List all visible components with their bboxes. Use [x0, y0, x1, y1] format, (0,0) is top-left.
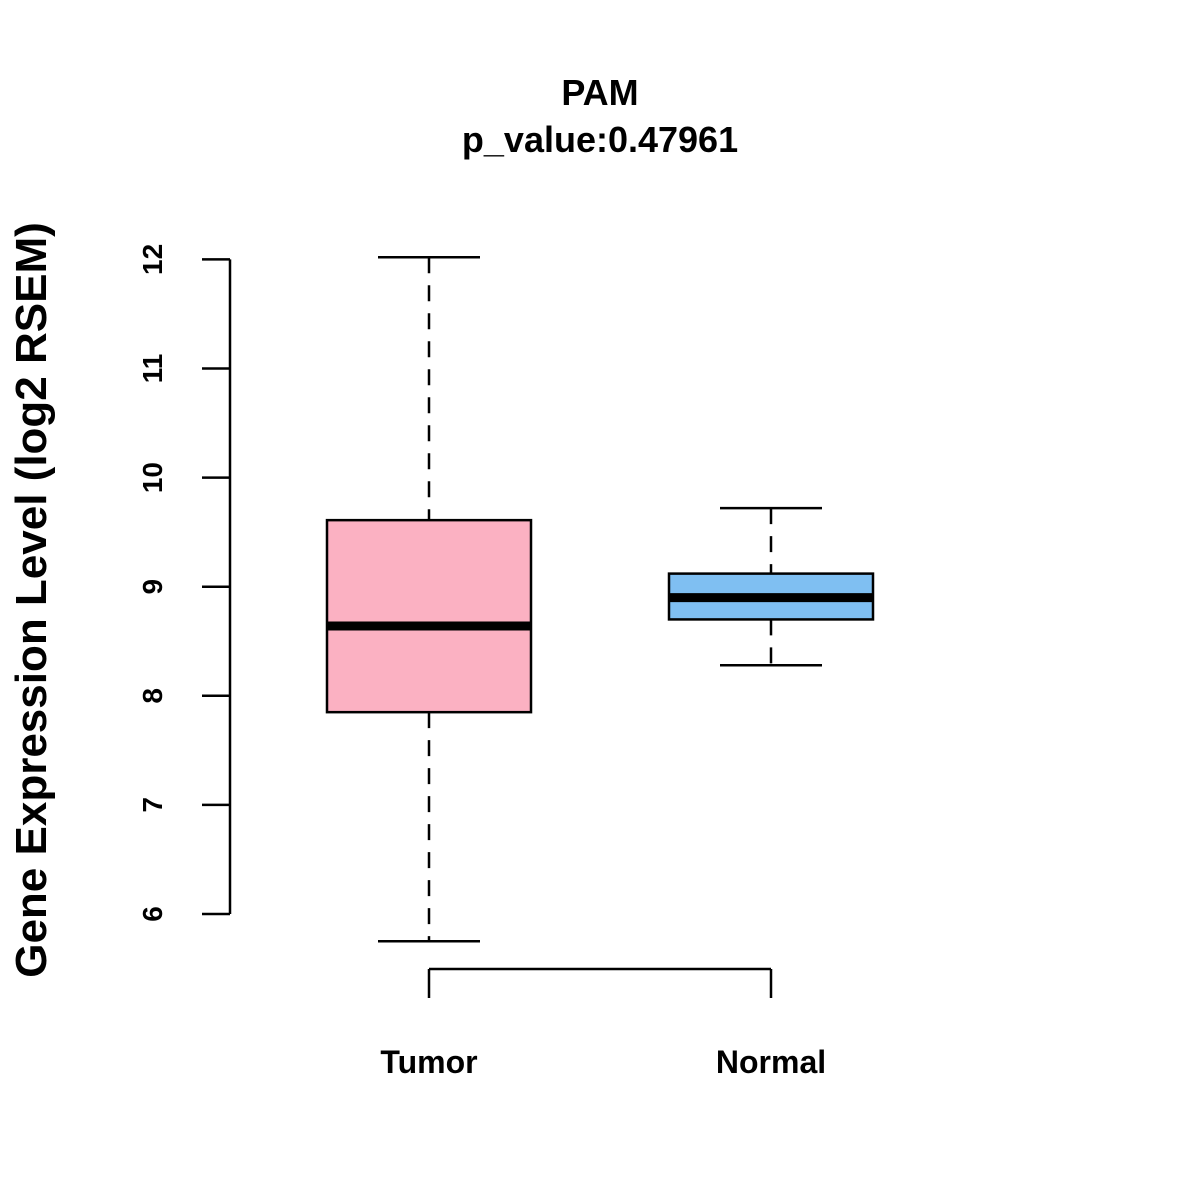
y-tick-label: 10: [137, 462, 168, 493]
y-tick-label: 6: [137, 906, 168, 922]
y-tick-label: 8: [137, 688, 168, 704]
box-series: [325, 255, 875, 943]
y-axis: 6 7 8 9 10 11 12: [137, 244, 232, 922]
y-tick-label: 11: [137, 354, 168, 384]
y-tick-label: 12: [137, 244, 168, 275]
chart-subtitle: p_value:0.47961: [462, 119, 738, 160]
y-tick-label: 7: [137, 797, 168, 813]
box-normal: [667, 506, 875, 667]
x-tick-label-tumor: Tumor: [380, 1044, 477, 1080]
iqr-box: [325, 518, 533, 714]
x-axis: Tumor Normal: [380, 967, 826, 1080]
x-tick-label-normal: Normal: [716, 1044, 826, 1080]
chart-title: PAM: [561, 72, 638, 113]
box-tumor: [325, 255, 533, 943]
y-tick-label: 9: [137, 579, 168, 595]
y-axis-label: Gene Expression Level (log2 RSEM): [7, 222, 56, 978]
